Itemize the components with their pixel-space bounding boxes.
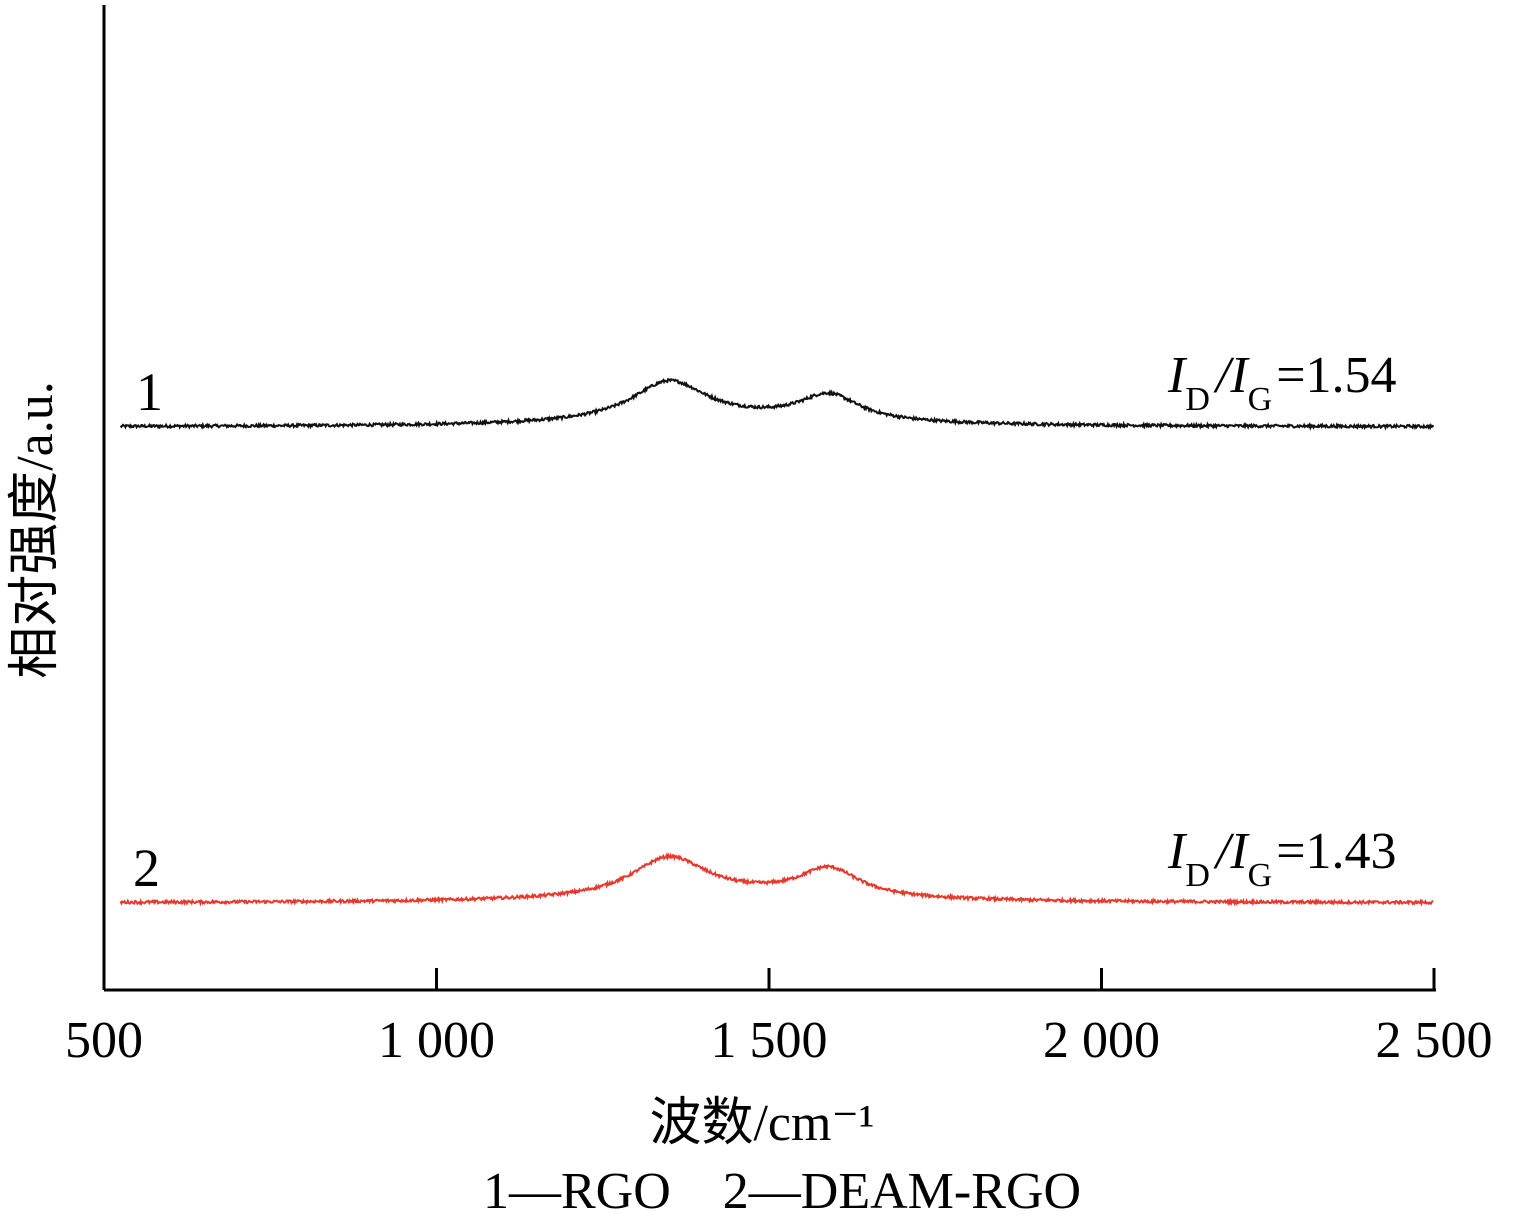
- legend-caption: 1—RGO 2—DEAM-RGO: [483, 1163, 1081, 1216]
- series-1-label: 1: [136, 362, 163, 422]
- series-2-ratio: ID/IG=1.43: [1167, 823, 1397, 894]
- x-ticks: [102, 968, 1436, 990]
- x-tick-label: 1 500: [711, 1012, 828, 1069]
- series-1-line: [119, 377, 1435, 431]
- x-tick-label: 2 500: [1376, 1012, 1493, 1069]
- x-tick-label: 2 000: [1043, 1012, 1160, 1069]
- y-axis-title: 相对强度/a.u.: [7, 381, 64, 679]
- series-2-line: [119, 851, 1434, 907]
- x-tick-label: 500: [65, 1012, 143, 1069]
- x-axis-title: 波数/cm⁻¹: [649, 1095, 874, 1152]
- series-group: [119, 377, 1435, 907]
- series-1-ratio: ID/IG=1.54: [1167, 347, 1397, 418]
- x-tick-labels: 500 1 000 1 500 2 000 2 500: [65, 1012, 1493, 1069]
- x-tick-label: 1 000: [378, 1012, 495, 1069]
- series-2-label: 2: [133, 838, 160, 898]
